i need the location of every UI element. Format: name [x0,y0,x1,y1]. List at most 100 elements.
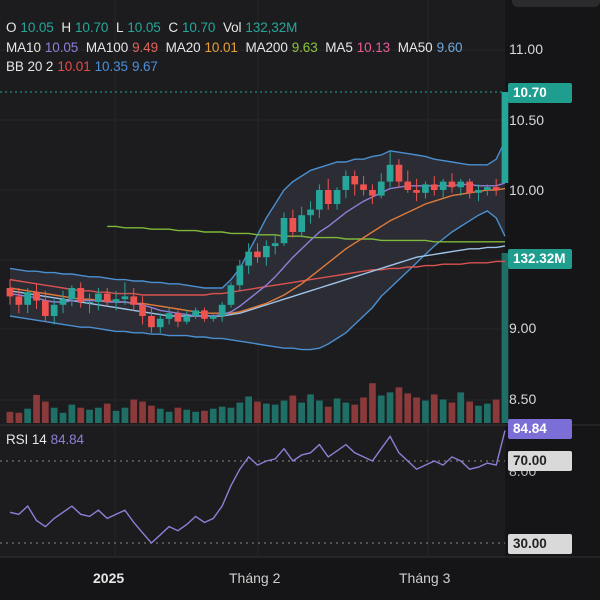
candle-body [95,293,102,302]
volume-bar [298,402,305,423]
volume-bar [484,403,491,423]
ma100-value: 9.49 [132,40,158,55]
candle-body [227,285,235,305]
ohlc-legend: O 10.05 H 10.70 L 10.05 C 10.70 Vol 132,32M [6,20,301,35]
candle-body [86,302,93,303]
rsi-legend: RSI 14 84.84 [6,432,88,447]
candle-body [484,187,491,190]
candle-body [360,184,367,190]
candle-body [6,288,14,297]
volume-bar [307,394,314,423]
candle-body [156,318,164,328]
candle-body [103,293,111,302]
candle-body [448,181,456,188]
candle-body [121,296,129,300]
volume-bar [439,399,447,423]
volume-bar [351,404,359,423]
volume-bar [342,402,350,423]
x-label-feb: Tháng 2 [229,570,281,586]
candle-body [413,190,420,193]
candle-body [457,181,465,188]
ma200-value: 9.63 [291,40,318,55]
volume-label: Vol [222,20,242,35]
candle-body [42,300,49,316]
volume-bar [218,406,226,423]
volume-bar [430,394,438,423]
candle-body [439,181,447,190]
volume-bar [245,396,252,423]
candle-body [245,251,252,266]
bb-legend: BB 20 2 10.01 10.35 9.67 [6,59,162,74]
rsi-value: 84.84 [50,432,84,447]
candle-body [316,190,323,210]
candle-body [271,243,279,246]
volume-bar [59,412,67,423]
volume-bar [501,253,509,423]
volume-bar [448,402,456,423]
volume-bar [148,405,155,423]
volume-bar [395,387,403,423]
volume-tag: 132.32M [508,249,572,269]
rsi-lower-tag: 30.00 [508,534,572,554]
volume-bar [95,407,102,423]
ma100-line [9,260,505,296]
y-tick-11: 11.00 [509,41,543,57]
bb-label: BB 20 2 [6,59,54,74]
ma20-line [9,187,506,314]
high-value: 10.70 [75,20,109,35]
candle-body [236,265,244,286]
candle-body [183,316,191,322]
x-label-2025: 2025 [93,570,125,586]
high-label: H [61,20,72,35]
volume-bar [103,403,111,423]
volume-bar [263,403,270,423]
volume-bar [139,401,146,423]
ma50-value: 9.60 [436,40,463,55]
candle-body [475,190,482,193]
ma50-line [9,245,506,317]
ma100-label: MA100 [85,40,129,55]
candle-body [466,181,473,193]
candle-body [333,190,341,204]
volume-bar [183,409,191,423]
candle-body [307,209,314,216]
volume-bar [413,397,420,423]
candle-body [263,246,270,258]
volume-bar [42,401,49,423]
bb-lower-value: 9.67 [131,59,158,74]
rsi-pane-background [0,425,505,557]
candle-body [192,310,199,316]
volume-bar [422,400,429,423]
candle-body [369,190,376,196]
price-tag: 10.70 [508,83,572,103]
ma20-label: MA20 [165,40,201,55]
ma200-line [107,225,505,243]
open-value: 10.05 [20,20,54,35]
ma200-label: MA200 [245,40,288,55]
volume-bar [15,412,23,423]
volume-bar [404,393,412,423]
candle-body [68,288,76,300]
candle-body [492,187,500,190]
candle-body [148,316,155,328]
candle-body [254,251,261,258]
volume-bar [6,411,14,423]
y-tick-10: 10.00 [509,182,545,198]
rsi-upper-tag: 70.00 [508,451,572,471]
candle-body [280,218,288,244]
volume-bar [475,405,482,423]
candle-body [377,181,385,196]
volume-bar [236,402,244,423]
candle-body [201,310,208,319]
window-corner-tab [512,0,600,7]
volume-bar [68,404,76,423]
volume-bar [165,411,173,423]
bb-lower-line [9,210,506,351]
ma10-label: MA10 [6,40,41,55]
candle-body [59,299,67,305]
ma5-value: 10.13 [356,40,391,55]
candle-body [298,215,305,232]
volume-bar [50,407,58,423]
candle-body [289,218,297,232]
